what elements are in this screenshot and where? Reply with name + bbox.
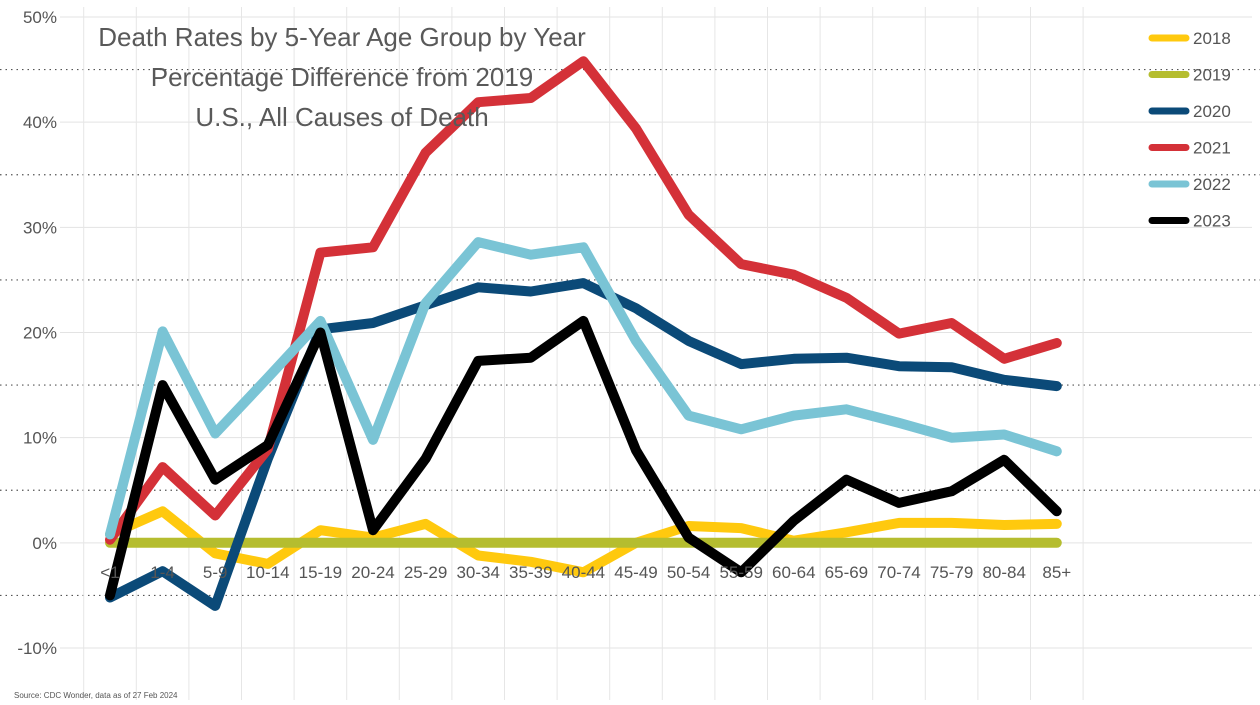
x-axis-tick-labels: <1 1-4 5-9 10-14 15-19 20-24 25-29 30-34 35-39 40… [100,563,1071,582]
legend-label-2018: 2018 [1193,29,1231,48]
x-tick-label: 65-69 [825,563,868,582]
x-tick-label: 60-64 [772,563,815,582]
y-tick-label: 50% [23,8,57,27]
x-tick-label: 15-19 [299,563,342,582]
legend-label-2019: 2019 [1193,66,1231,85]
chart-title: Death Rates by 5-Year Age Group by Year … [98,22,586,132]
x-tick-label: <1 [100,563,119,582]
x-tick-label: 75-79 [930,563,973,582]
series-line-2023 [105,315,1062,601]
x-tick-label: 30-34 [456,563,499,582]
legend-label-2022: 2022 [1193,175,1231,194]
legend-label-2021: 2021 [1193,139,1231,158]
x-tick-label: 70-74 [877,563,920,582]
y-tick-label: 40% [23,113,57,132]
series-lines [105,56,1062,611]
source-note: Source: CDC Wonder, data as of 27 Feb 20… [14,691,178,700]
x-tick-label: 25-29 [404,563,447,582]
y-tick-label: -10% [17,639,57,658]
series-line-2020 [105,278,1062,611]
x-tick-label: 45-49 [614,563,657,582]
x-tick-label: 1-4 [150,563,175,582]
legend-label-2020: 2020 [1193,102,1231,121]
x-tick-label: 10-14 [246,563,289,582]
chart-title-line-2: Percentage Difference from 2019 [151,62,534,92]
chart-title-line-1: Death Rates by 5-Year Age Group by Year [98,22,586,52]
series-line-2021 [105,56,1062,545]
x-tick-label: 80-84 [982,563,1025,582]
x-tick-label: 35-39 [509,563,552,582]
gridlines [0,7,1260,700]
y-tick-label: 30% [23,218,57,237]
x-tick-label: 55-59 [719,563,762,582]
y-tick-label: 10% [23,429,57,448]
series-line-2022 [105,237,1062,540]
chart-title-line-3: U.S., All Causes of Death [195,102,488,132]
x-tick-label: 5-9 [203,563,228,582]
y-tick-label: 0% [32,534,57,553]
x-tick-label: 85+ [1042,563,1071,582]
x-tick-label: 50-54 [667,563,710,582]
legend-label-2023: 2023 [1193,212,1231,231]
series-line-2018 [105,506,1062,578]
legend: 2018 2019 2020 2021 2022 2023 [1148,29,1231,231]
x-tick-label: 20-24 [351,563,394,582]
x-tick-label: 40-44 [562,563,605,582]
y-tick-label: 20% [23,324,57,343]
y-axis-tick-labels: -10% 0% 10% 20% 30% 40% 50% [17,8,57,658]
